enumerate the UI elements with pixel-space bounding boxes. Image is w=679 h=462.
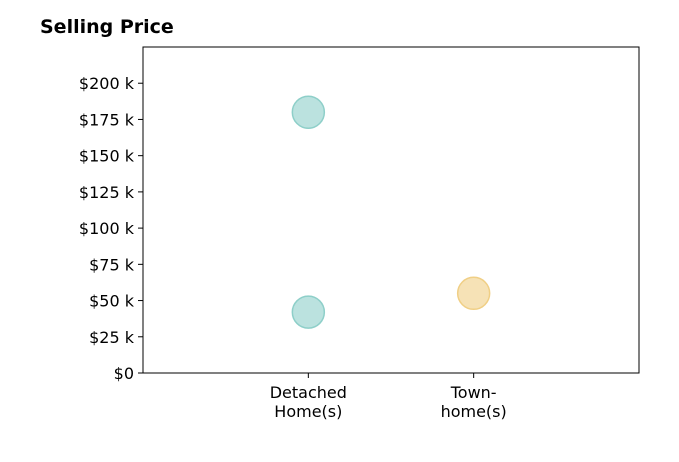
data-point <box>291 295 326 329</box>
plot-area-frame <box>142 46 640 374</box>
x-axis: Detached Home(s) Town-home(s) <box>270 373 507 421</box>
data-point <box>291 95 326 129</box>
y-tick-label: $75 k <box>89 255 135 274</box>
y-tick-label: $50 k <box>89 292 135 311</box>
y-tick-label: $200 k <box>79 74 135 93</box>
x-tick-label-line: Home(s) <box>274 402 342 421</box>
y-tick-label: $25 k <box>89 328 135 347</box>
y-tick-label: $150 k <box>79 147 135 166</box>
y-axis: $0 $25 k $50 k $75 k $100 k $125 k $150 k $175 … <box>79 74 143 383</box>
x-tick-label: Detached Home(s) <box>270 383 347 421</box>
y-tick-label: $0 <box>114 364 134 383</box>
y-tick-label: $100 k <box>79 219 135 238</box>
chart-title: Selling Price <box>40 16 174 38</box>
x-tick-label-line: Detached <box>270 383 347 402</box>
data-points <box>291 95 491 329</box>
x-tick-label-line: home(s) <box>441 402 507 421</box>
x-tick-label: Town-home(s) <box>441 383 507 421</box>
data-point <box>456 276 491 311</box>
y-tick-label: $175 k <box>79 110 135 129</box>
x-tick-label-line: Town- <box>450 383 497 402</box>
y-tick-label: $125 k <box>79 183 135 202</box>
